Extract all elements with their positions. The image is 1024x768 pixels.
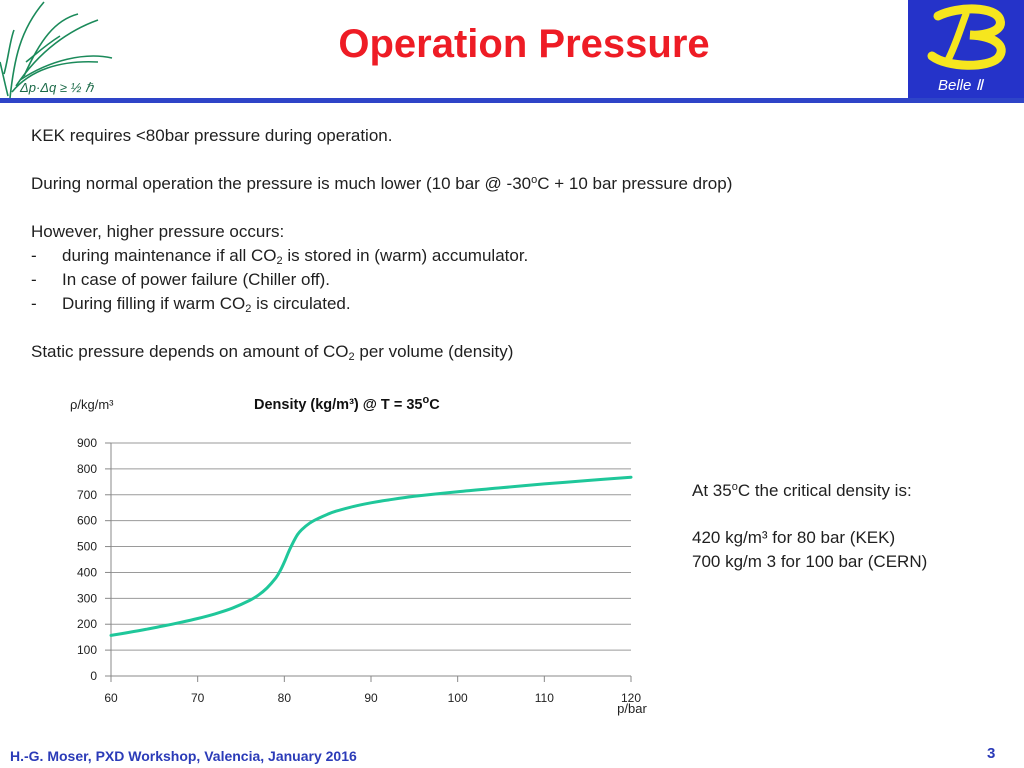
critical-density-cern: 700 kg/m 3 for 100 bar (CERN) [692, 552, 928, 571]
x-tick-label: 60 [104, 691, 118, 705]
chart-title: Density (kg/m³) @ T = 35oC [254, 394, 440, 413]
left-logo: Δp·Δq ≥ ½ ℏ [0, 0, 140, 100]
footer-text: H.-G. Moser, PXD Workshop, Valencia, Jan… [10, 748, 357, 764]
bullet-power-failure: In case of power failure (Chiller off). [62, 270, 331, 289]
page-title: Operation Pressure [338, 22, 710, 66]
density-series-line [109, 475, 633, 637]
y-tick-label: 200 [77, 617, 97, 631]
text-normal-operation: During normal operation the pressure is … [31, 174, 733, 193]
x-tick-label: 120 [621, 691, 641, 705]
x-tick-label: 80 [278, 691, 292, 705]
critical-density-kek: 420 kg/m³ for 80 bar (KEK) [692, 528, 896, 547]
page-number: 3 [987, 745, 996, 762]
y-tick-label: 100 [77, 643, 97, 657]
x-tick-label: 100 [448, 691, 468, 705]
belle2-logo: Belle Ⅱ [908, 0, 1024, 98]
critical-density-intro: At 35oC the critical density is: [692, 481, 912, 500]
belle-b-logo-icon [927, 4, 1006, 70]
fern-logo-icon [0, 1, 113, 99]
x-axis-label: p/bar [617, 701, 647, 716]
bullet-marker: - [31, 270, 37, 289]
header-divider [0, 98, 1024, 103]
y-tick-label: 500 [77, 540, 97, 554]
x-tick-label: 70 [191, 691, 205, 705]
x-tick-label: 90 [364, 691, 378, 705]
text-static-pressure: Static pressure depends on amount of CO2… [31, 342, 514, 363]
text-kek-requirement: KEK requires <80bar pressure during oper… [31, 126, 393, 145]
text-higher-pressure-intro: However, higher pressure occurs: [31, 222, 285, 241]
bullet-maintenance: during maintenance if all CO2 is stored … [62, 246, 529, 267]
y-tick-label: 900 [77, 436, 97, 450]
y-axis-label: ρ/kg/m³ [70, 397, 114, 412]
y-tick-label: 0 [90, 669, 97, 683]
bullet-filling: During filling if warm CO2 is circulated… [62, 294, 351, 315]
uncertainty-formula: Δp·Δq ≥ ½ ℏ [20, 80, 94, 95]
y-tick-label: 600 [77, 514, 97, 528]
x-tick-label: 110 [535, 691, 554, 705]
y-tick-label: 300 [77, 591, 97, 605]
bullet-marker: - [31, 294, 37, 313]
belle2-logo-text: Belle Ⅱ [938, 77, 983, 94]
y-tick-label: 800 [77, 462, 97, 476]
bullet-marker: - [31, 246, 37, 265]
y-tick-label: 400 [77, 565, 97, 579]
y-tick-label: 700 [77, 488, 97, 502]
